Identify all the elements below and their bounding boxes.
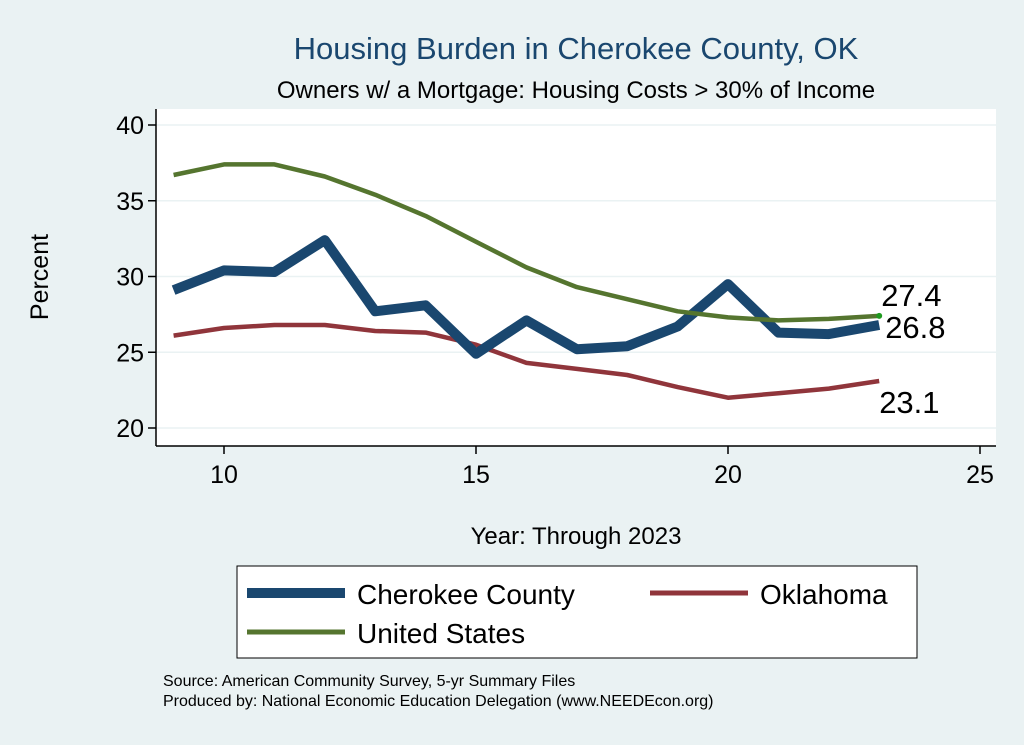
- series-end-point-united-states: [876, 312, 883, 319]
- y-axis-label: Percent: [26, 234, 54, 320]
- source-note: Source: American Community Survey, 5-yr …: [163, 673, 575, 690]
- chart-subtitle: Owners w/ a Mortgage: Housing Costs > 30…: [277, 77, 875, 104]
- end-label-oklahoma: 23.1: [879, 385, 939, 420]
- y-tick-label: 20: [116, 415, 144, 443]
- end-label-cherokee-county: 26.8: [885, 310, 945, 345]
- legend-label-cherokee: Cherokee County: [357, 579, 575, 610]
- produced-by-note: Produced by: National Economic Education…: [163, 693, 714, 710]
- series-layer: [171, 162, 883, 400]
- series-line-oklahoma: [173, 322, 880, 400]
- series-line-united-states: [173, 162, 880, 323]
- end-labels: 26.8 23.1 27.4: [879, 278, 945, 420]
- series-line-cherokee-county: [171, 235, 881, 359]
- x-tick-label: 15: [462, 461, 490, 489]
- y-tick-label: 35: [116, 188, 144, 216]
- legend: Cherokee County Oklahoma United States: [236, 565, 918, 659]
- x-tick-label: 25: [966, 461, 994, 489]
- chart-title: Housing Burden in Cherokee County, OK: [294, 31, 859, 66]
- x-tick-label: 10: [210, 461, 238, 489]
- plot-area: [156, 109, 996, 446]
- axes: 20 25 30 35 40 10 15 20 25: [116, 109, 996, 489]
- legend-box: [236, 565, 918, 659]
- y-tick-label: 40: [116, 112, 144, 140]
- end-label-united-states: 27.4: [881, 278, 941, 313]
- y-tick-label: 30: [116, 264, 144, 292]
- y-tick-label: 25: [116, 339, 144, 367]
- legend-label-oklahoma: Oklahoma: [760, 579, 888, 610]
- x-axis-label: Year: Through 2023: [471, 523, 682, 550]
- x-tick-label: 20: [714, 461, 742, 489]
- legend-label-united-states: United States: [357, 618, 525, 649]
